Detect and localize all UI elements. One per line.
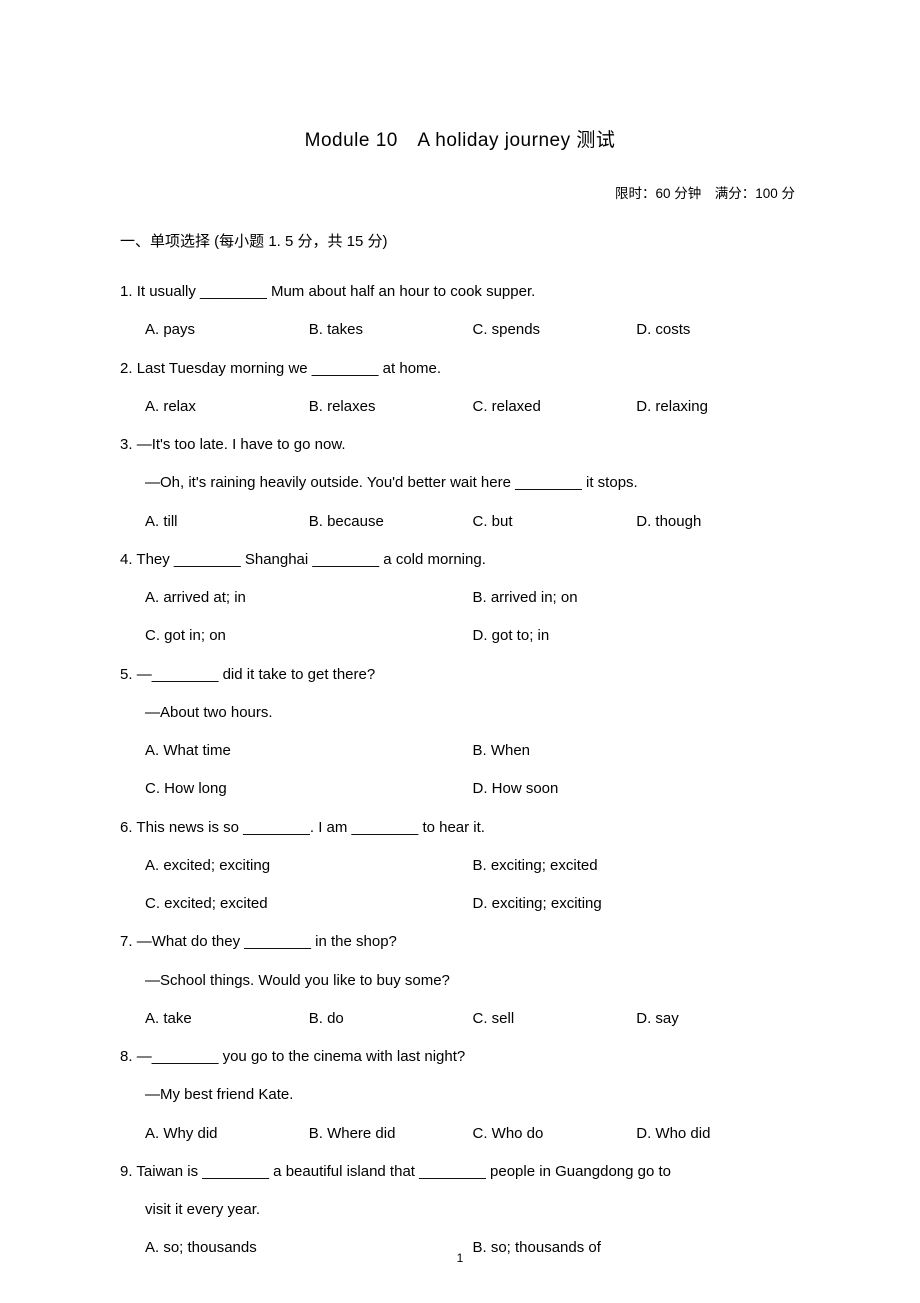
question-line2: —School things. Would you like to buy so… [120,962,800,1000]
exam-meta: 限时：60 分钟 满分：100 分 [120,182,800,202]
question-6: 6. This news is so ________. I am ______… [120,809,800,924]
option-c: C. excited; excited [145,885,473,923]
option-d: D. How soon [473,770,801,808]
question-3: 3. —It's too late. I have to go now. —Oh… [120,426,800,541]
option-c: C. How long [145,770,473,808]
options-row: A. relax B. relaxes C. relaxed D. relaxi… [120,388,800,426]
question-line2: —About two hours. [120,694,800,732]
option-d: D. relaxing [636,388,800,426]
question-line2: —Oh, it's raining heavily outside. You'd… [120,464,800,502]
option-a: A. arrived at; in [145,579,473,617]
option-a: A. What time [145,732,473,770]
options-row: A. excited; exciting B. exciting; excite… [120,847,800,924]
option-c: C. relaxed [473,388,637,426]
option-b: B. When [473,732,801,770]
options-row: A. till B. because C. but D. though [120,503,800,541]
question-line2: visit it every year. [120,1191,800,1229]
page-container: Module 10 A holiday journey 测试 限时：60 分钟 … [0,0,920,1303]
option-b: B. Where did [309,1115,473,1153]
option-b: B. do [309,1000,473,1038]
option-b: B. because [309,503,473,541]
option-d: D. Who did [636,1115,800,1153]
option-d: D. got to; in [473,617,801,655]
option-c: C. sell [473,1000,637,1038]
question-5: 5. —________ did it take to get there? —… [120,656,800,809]
question-7: 7. —What do they ________ in the shop? —… [120,923,800,1038]
section-heading: 一、单项选择 (每小题 1. 5 分，共 15 分) [120,230,800,251]
question-line2: —My best friend Kate. [120,1076,800,1114]
option-b: B. takes [309,311,473,349]
option-d: D. though [636,503,800,541]
options-row: A. Why did B. Where did C. Who do D. Who… [120,1115,800,1153]
option-a: A. excited; exciting [145,847,473,885]
question-2: 2. Last Tuesday morning we ________ at h… [120,350,800,427]
document-title: Module 10 A holiday journey 测试 [120,125,800,152]
question-4: 4. They ________ Shanghai ________ a col… [120,541,800,656]
option-c: C. Who do [473,1115,637,1153]
option-b: B. exciting; excited [473,847,801,885]
question-stem: 3. —It's too late. I have to go now. [120,426,800,464]
question-stem: 7. —What do they ________ in the shop? [120,923,800,961]
option-a: A. pays [145,311,309,349]
option-b: B. relaxes [309,388,473,426]
options-row: A. take B. do C. sell D. say [120,1000,800,1038]
option-a: A. relax [145,388,309,426]
option-b: B. arrived in; on [473,579,801,617]
option-c: C. got in; on [145,617,473,655]
question-stem: 8. —________ you go to the cinema with l… [120,1038,800,1076]
option-d: D. costs [636,311,800,349]
options-row: A. What time B. When C. How long D. How … [120,732,800,809]
options-row: A. arrived at; in B. arrived in; on C. g… [120,579,800,656]
question-stem: 2. Last Tuesday morning we ________ at h… [120,350,800,388]
question-stem: 5. —________ did it take to get there? [120,656,800,694]
question-stem: 9. Taiwan is ________ a beautiful island… [120,1153,800,1191]
option-a: A. take [145,1000,309,1038]
option-d: D. say [636,1000,800,1038]
question-stem: 4. They ________ Shanghai ________ a col… [120,541,800,579]
question-stem: 1. It usually ________ Mum about half an… [120,273,800,311]
option-a: A. till [145,503,309,541]
options-row: A. pays B. takes C. spends D. costs [120,311,800,349]
option-c: C. but [473,503,637,541]
option-c: C. spends [473,311,637,349]
question-8: 8. —________ you go to the cinema with l… [120,1038,800,1153]
question-1: 1. It usually ________ Mum about half an… [120,273,800,350]
option-a: A. Why did [145,1115,309,1153]
option-d: D. exciting; exciting [473,885,801,923]
question-stem: 6. This news is so ________. I am ______… [120,809,800,847]
page-number: 1 [0,1251,920,1265]
